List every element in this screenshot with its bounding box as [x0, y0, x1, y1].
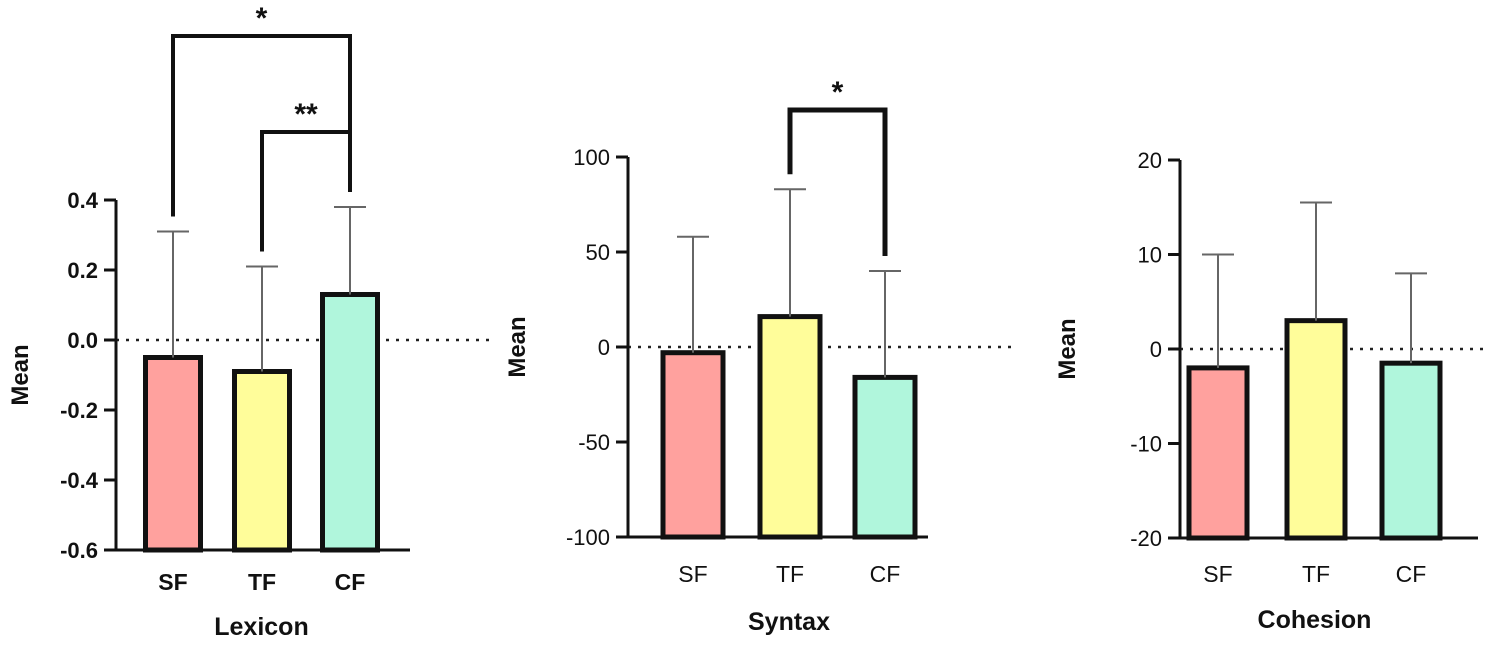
- cohesion-chart: SF TF CF 20 10 0 -10 -20 Mean Cohesion: [1054, 148, 1490, 634]
- x-axis-label: Lexicon: [214, 613, 308, 641]
- y-tick-label: 0.0: [67, 328, 98, 353]
- category-label: SF: [158, 569, 187, 595]
- y-tick-label: 50: [586, 240, 610, 265]
- significance-label: *: [256, 2, 268, 35]
- category-label: CF: [335, 569, 366, 595]
- significance-bracket: [171, 34, 352, 217]
- category-label: CF: [1396, 561, 1427, 587]
- y-tick-label: 10: [1138, 243, 1162, 268]
- bar-cf: [852, 374, 918, 540]
- y-tick-label: 0.2: [67, 258, 98, 283]
- significance-bracket: [787, 107, 888, 256]
- category-label: TF: [1302, 561, 1330, 587]
- y-tick-label: 100: [573, 145, 610, 170]
- bar-tf: [757, 314, 823, 540]
- significance-label: *: [832, 76, 844, 109]
- bar-cf: [320, 292, 380, 553]
- y-tick-label: -50: [578, 430, 610, 455]
- syntax-chart: SF TF CF 100 50 0 -50 -100 Mean Syntax *: [504, 76, 1013, 636]
- y-tick-label: -10: [1130, 432, 1162, 457]
- y-tick-label: 0.4: [67, 188, 98, 213]
- y-tick-label: -20: [1130, 526, 1162, 551]
- y-axis-label: Mean: [7, 344, 34, 405]
- bar-tf: [232, 369, 292, 553]
- category-label: CF: [870, 561, 901, 587]
- category-label: SF: [678, 561, 707, 587]
- bar-cf: [1379, 360, 1443, 541]
- y-tick-label: 0: [598, 335, 610, 360]
- y-tick-label: -0.6: [60, 538, 98, 563]
- y-tick-label: 0: [1150, 337, 1162, 362]
- significance-label: **: [294, 98, 318, 131]
- category-label: TF: [776, 561, 804, 587]
- y-tick-label: -0.2: [60, 398, 98, 423]
- bar-sf: [143, 355, 203, 553]
- y-tick-label: 20: [1138, 148, 1162, 173]
- significance-bracket: [260, 130, 352, 252]
- category-label: SF: [1203, 561, 1232, 587]
- x-axis-label: Cohesion: [1258, 606, 1372, 634]
- bar-sf: [660, 350, 726, 540]
- bar-sf: [1186, 365, 1250, 541]
- y-tick-label: -0.4: [60, 468, 99, 493]
- lexicon-chart: SF TF CF0.40.20.0-0.2-0.4-0.6MeanLexicon**…: [7, 2, 495, 641]
- category-label: TF: [248, 569, 276, 595]
- y-axis-label: Mean: [1054, 318, 1081, 379]
- y-tick-label: -100: [566, 525, 610, 550]
- y-axis-label: Mean: [504, 316, 531, 377]
- bar-tf: [1284, 318, 1348, 541]
- x-axis-label: Syntax: [748, 608, 830, 636]
